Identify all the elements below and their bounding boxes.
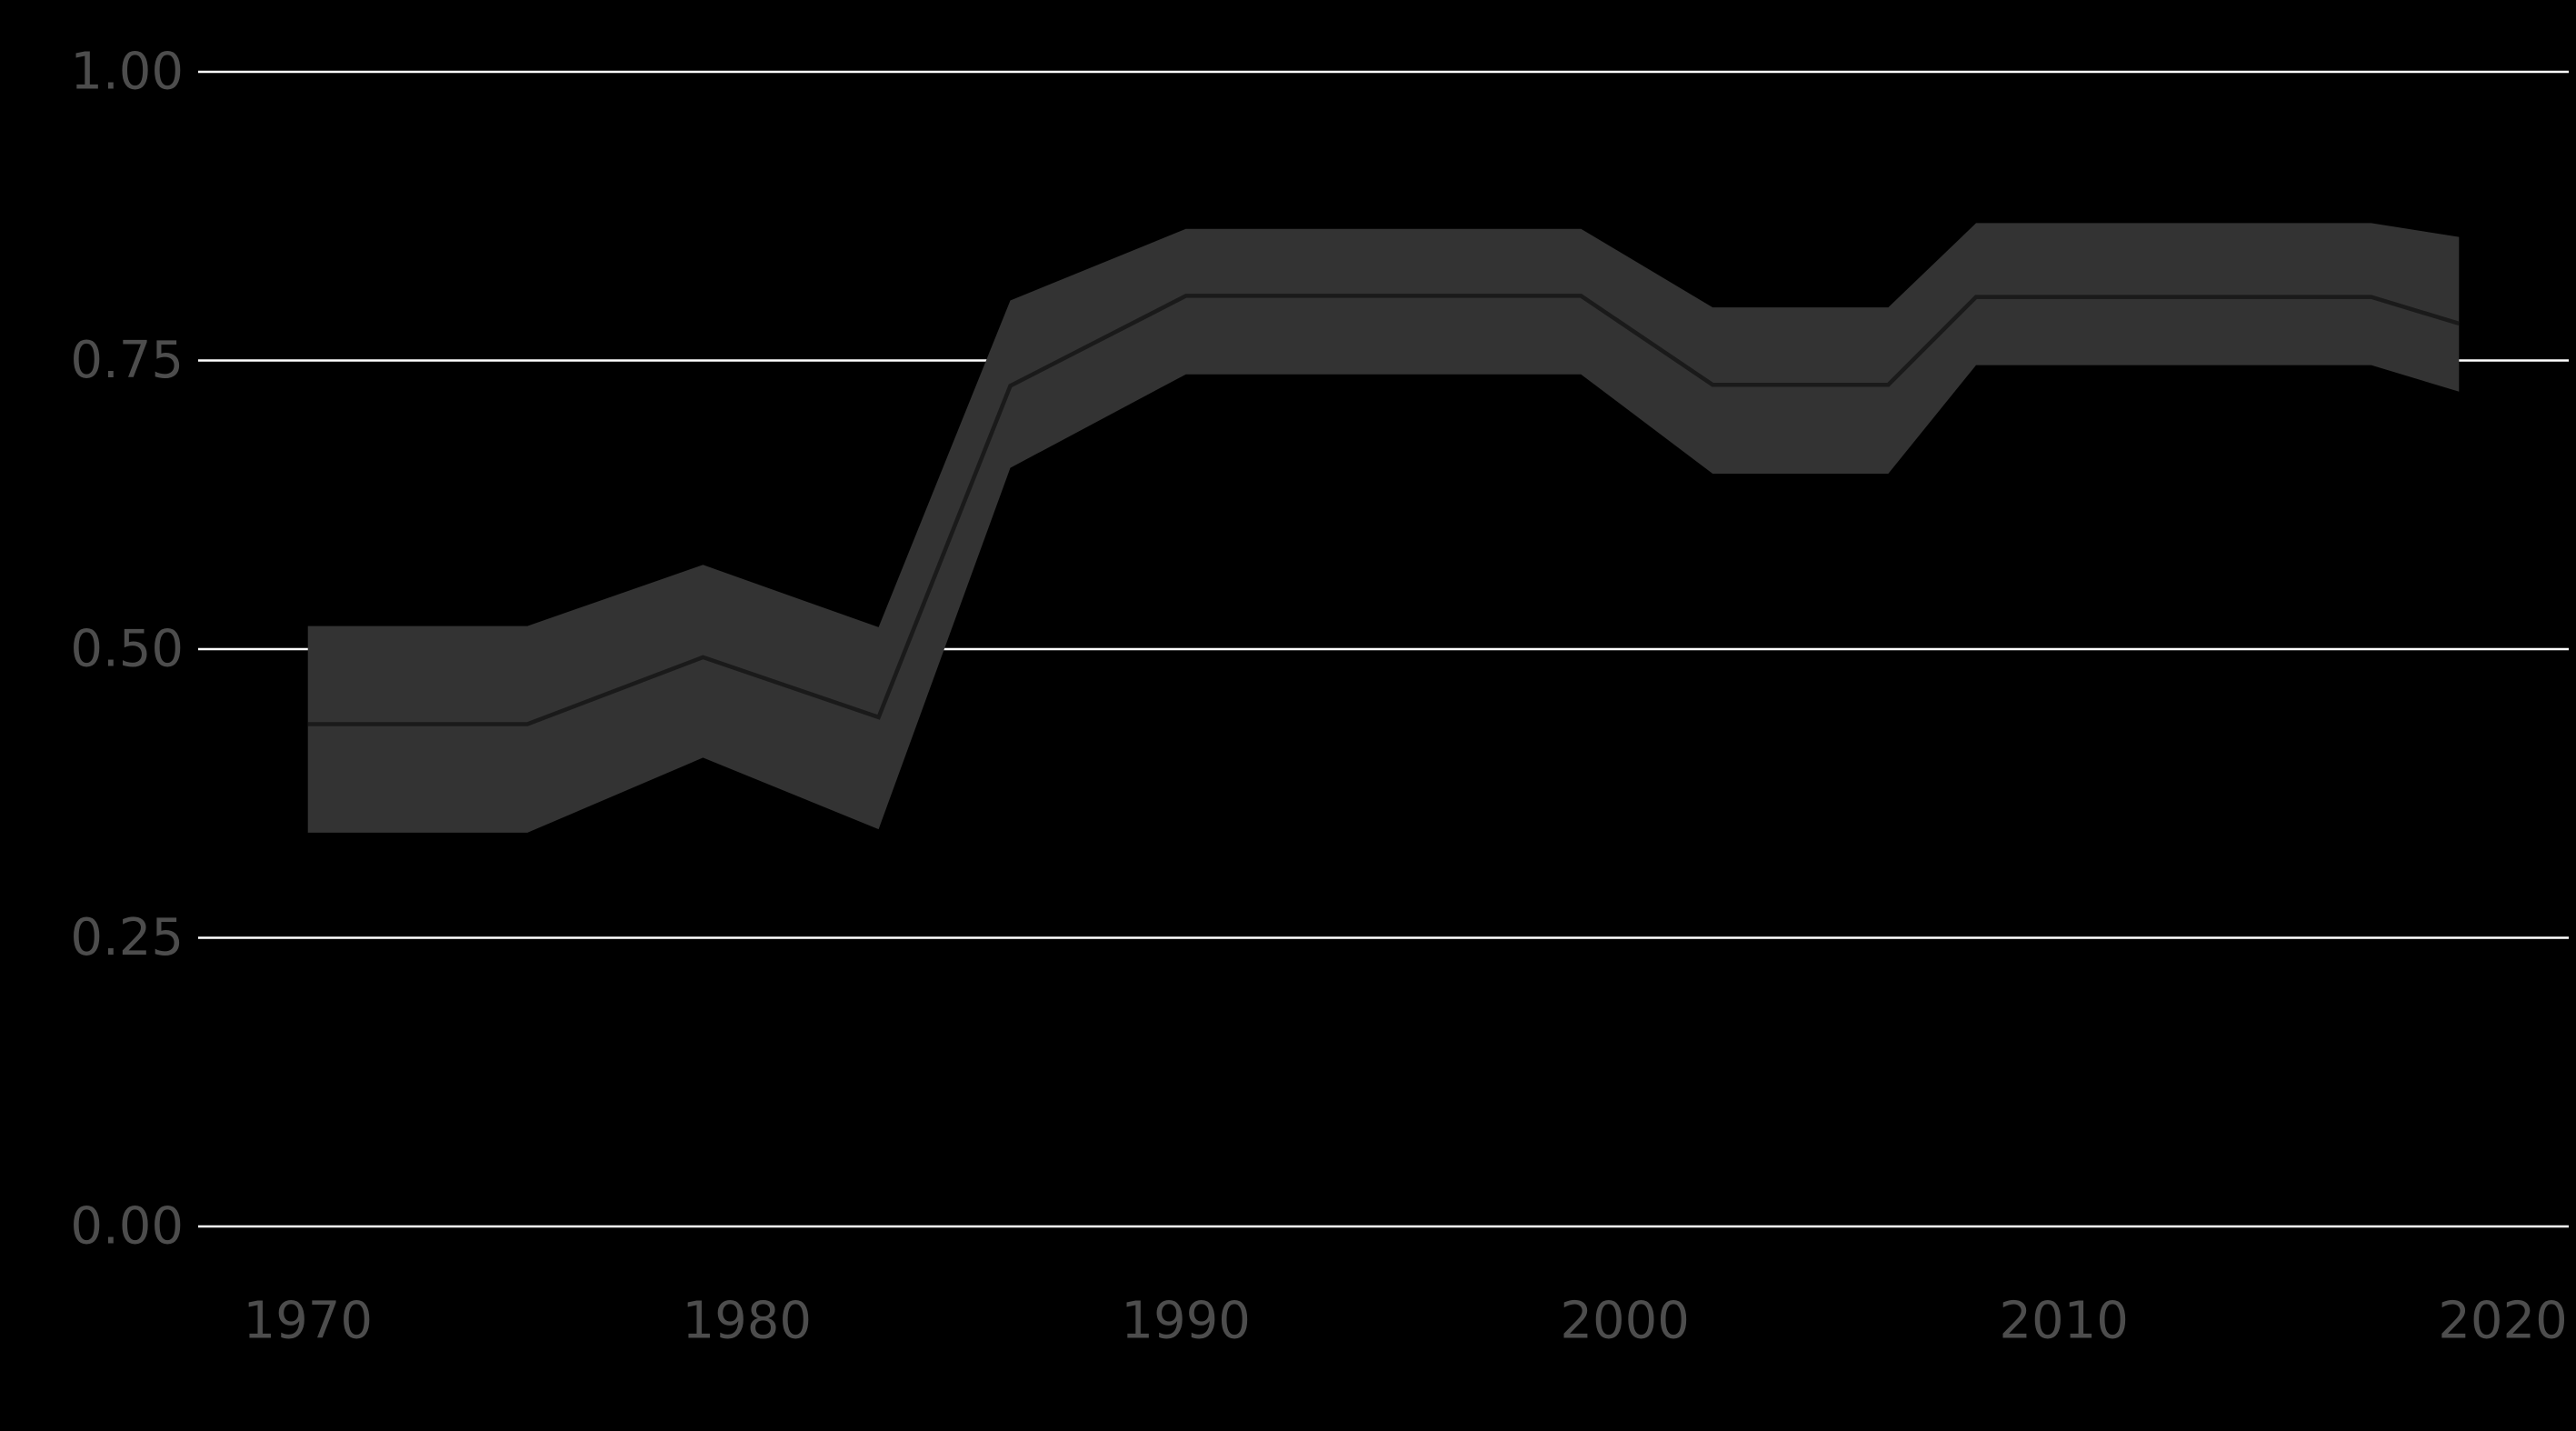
- x-tick-label: 1980: [682, 1292, 812, 1351]
- y-tick-label: 0.75: [70, 331, 184, 390]
- confidence-bands: [307, 223, 2460, 833]
- y-tick-label: 0.00: [70, 1197, 184, 1256]
- series-lines: [307, 294, 2460, 726]
- y-tick-label: 1.00: [70, 43, 184, 102]
- x-tick-label: 2020: [2438, 1292, 2568, 1351]
- confidence-band: [307, 223, 2460, 833]
- x-tick-label: 2010: [1999, 1292, 2129, 1351]
- x-tick-label: 1970: [243, 1292, 373, 1351]
- y-tick-label: 0.50: [70, 620, 184, 679]
- x-tick-label: 1990: [1121, 1292, 1251, 1351]
- y-tick-label: 0.25: [70, 908, 184, 967]
- y-axis-tick-labels: 0.00 0.25 0.50 0.75 1.00: [70, 43, 184, 1256]
- x-tick-label: 2000: [1560, 1292, 1690, 1351]
- x-axis-tick-labels: 1970 1980 1990 2000 2010 2020: [243, 1292, 2567, 1351]
- series-line: [307, 294, 2460, 726]
